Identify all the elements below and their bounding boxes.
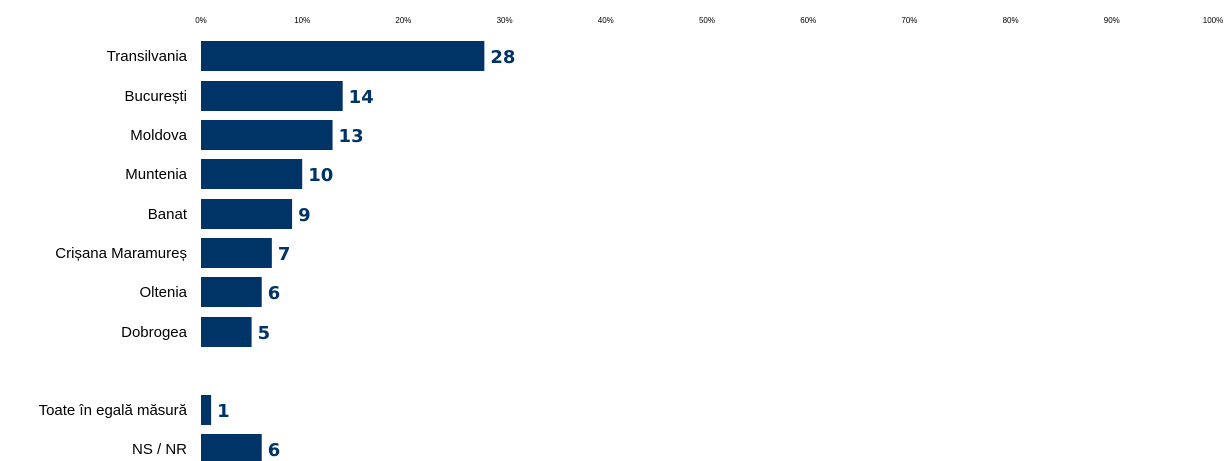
- x-tick-label: 60%: [800, 16, 816, 25]
- bar: [201, 277, 262, 307]
- value-label: 10: [308, 165, 333, 186]
- category-label: Muntenia: [125, 166, 187, 183]
- x-tick-label: 100%: [1203, 16, 1223, 25]
- x-tick-label: 20%: [395, 16, 411, 25]
- x-tick-label: 0%: [195, 16, 207, 25]
- bar: [201, 120, 333, 150]
- value-label: 7: [278, 244, 291, 265]
- x-tick-label: 30%: [497, 16, 513, 25]
- bars: [201, 41, 485, 461]
- x-tick-label: 10%: [294, 16, 310, 25]
- bar: [201, 41, 485, 71]
- category-label: NS / NR: [132, 441, 187, 458]
- value-labels: 28 14 13 10 97 6 5 1 6: [217, 47, 515, 461]
- x-tick-label: 70%: [901, 16, 917, 25]
- category-label: București: [124, 88, 187, 105]
- category-label: Oltenia: [139, 284, 187, 301]
- category-label: Crișana Maramureș: [55, 245, 187, 262]
- bar: [201, 238, 272, 268]
- bar: [201, 81, 343, 111]
- x-tick-label: 80%: [1003, 16, 1019, 25]
- value-label: 14: [349, 87, 374, 108]
- value-label: 1: [217, 401, 230, 422]
- category-label: Banat: [148, 206, 188, 223]
- value-label: 5: [258, 323, 271, 344]
- category-label: Dobrogea: [121, 324, 188, 341]
- x-axis-ticks: 0% 10% 20% 30% 40% 50% 60% 70% 80% 90% 100%: [195, 16, 1223, 25]
- bar: [201, 317, 252, 347]
- category-label: Toate în egală măsură: [39, 402, 188, 419]
- value-label: 13: [339, 126, 364, 147]
- bar: [201, 395, 212, 425]
- x-tick-label: 90%: [1104, 16, 1120, 25]
- bar: [201, 159, 303, 189]
- category-labels: Transilvania București Moldova Muntenia Bana…: [39, 48, 188, 458]
- bar: [201, 199, 293, 229]
- x-tick-label: 50%: [699, 16, 715, 25]
- category-label: Transilvania: [107, 48, 188, 65]
- category-label: Moldova: [130, 127, 187, 144]
- x-tick-label: 40%: [598, 16, 614, 25]
- value-label: 28: [490, 47, 515, 68]
- value-label: 6: [268, 283, 281, 304]
- bar: [201, 434, 262, 461]
- value-label: 6: [268, 440, 281, 461]
- value-label: 9: [298, 205, 311, 226]
